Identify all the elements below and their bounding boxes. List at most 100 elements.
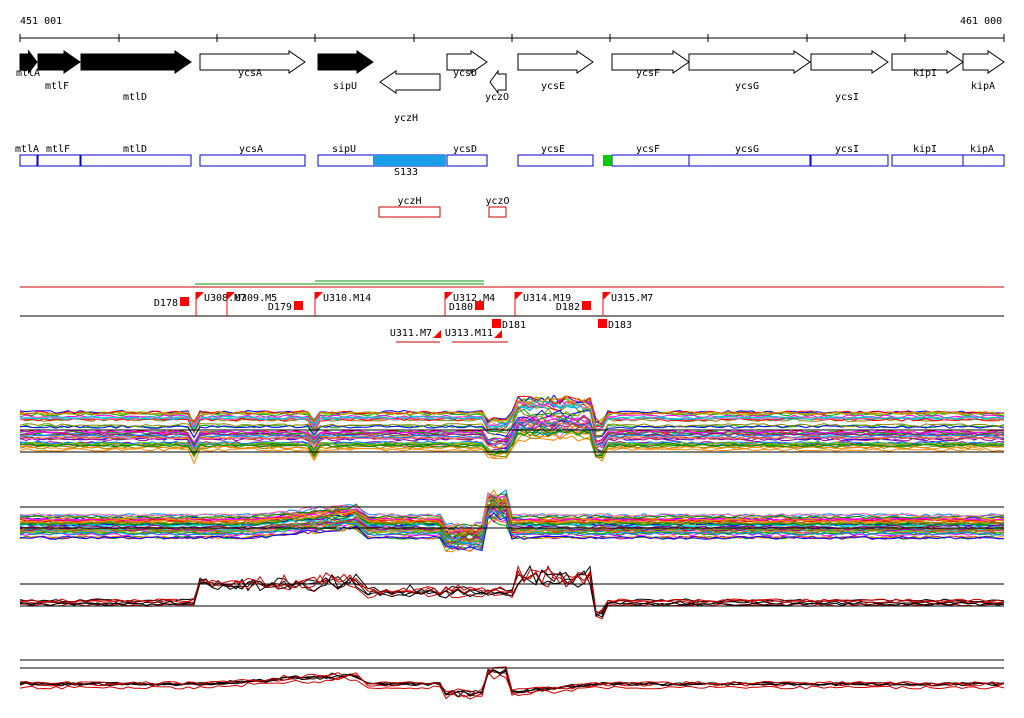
feature-flag	[315, 292, 323, 300]
highlight-region	[373, 155, 445, 166]
annotation-box	[962, 154, 1005, 167]
feature-flag	[196, 292, 204, 300]
gene-arrow	[489, 69, 507, 95]
feature-marker	[180, 297, 189, 306]
gene-label: kipI	[913, 68, 937, 79]
feature-label: U315.M7	[611, 293, 653, 304]
gene-label: yczH	[394, 113, 418, 124]
profile-line	[19, 495, 1005, 537]
annotation-box	[80, 154, 192, 167]
annotation-label: ycsI	[835, 144, 859, 155]
profile-line	[19, 395, 1005, 426]
annotation-box-reverse	[378, 206, 441, 218]
feature-label: D179	[268, 302, 292, 313]
annotation-label: ycsE	[541, 144, 565, 155]
gene-track: mtlA mtlF mtlD ycsA sipU yczH ycsD yczO ycsE ycsF…	[16, 49, 1005, 124]
profile-line	[19, 666, 1005, 694]
annotation-track: mtlA mtlF mtlD ycsA sipU ycsD ycsE ycsF ycsG ycsI…	[15, 144, 1005, 218]
annotation-label: kipI	[913, 144, 937, 155]
feature-label: D178	[154, 298, 178, 309]
annotation-box	[199, 154, 306, 167]
gene-label: yczO	[485, 92, 509, 103]
gene-arrow	[199, 50, 306, 74]
profile-line	[19, 570, 1005, 617]
feature-flag	[494, 330, 502, 338]
profile-line	[19, 499, 1005, 542]
gene-label: sipU	[333, 81, 357, 92]
profile-line	[19, 492, 1005, 529]
profile-line	[19, 497, 1005, 532]
gene-label: mtlD	[123, 92, 147, 103]
gene-arrow	[80, 50, 192, 74]
gene-label: mtlF	[45, 81, 69, 92]
profile-line	[19, 511, 1004, 549]
gene-label: ycsD	[453, 68, 477, 79]
profile-line	[19, 400, 1005, 432]
gene-label: ycsE	[541, 81, 565, 92]
gene-arrow	[962, 50, 1005, 74]
feature-flag	[433, 330, 441, 338]
feature-marker	[475, 301, 484, 310]
profile-line	[19, 401, 1005, 434]
profile-line	[20, 431, 1005, 462]
feature-flag	[227, 292, 235, 300]
profile-line	[19, 400, 1005, 431]
feature-label: D181	[502, 320, 526, 331]
profile-line	[19, 429, 1005, 459]
profile-line	[19, 565, 1005, 615]
gene-label: ycsA	[238, 68, 262, 79]
annotation-label: mtlA	[15, 144, 39, 155]
profile-line	[19, 405, 1005, 438]
profile-line	[19, 409, 1005, 439]
annotation-label: yczH	[397, 196, 421, 207]
annotation-label: mtlD	[123, 144, 147, 155]
coord-end-label: 461 000	[960, 16, 1002, 27]
profile-line	[19, 517, 1005, 553]
annotation-box	[19, 154, 38, 167]
feature-marker	[294, 301, 303, 310]
profile-line	[19, 495, 1005, 539]
gene-arrow	[446, 50, 488, 74]
feature-label: D180	[449, 302, 473, 313]
highlight-label: S133	[394, 167, 418, 178]
feature-flag	[515, 292, 523, 300]
profile-line	[19, 670, 1005, 700]
profile-line	[19, 430, 1005, 458]
gene-label: mtlA	[16, 68, 40, 79]
feature-label: U313.M11	[445, 328, 493, 339]
annotation-label: ycsA	[239, 144, 263, 155]
annotation-label: sipU	[332, 144, 356, 155]
gene-label: ycsG	[735, 81, 759, 92]
gene-arrow	[37, 50, 81, 74]
profile-line	[19, 418, 1005, 450]
annotation-label: kipA	[970, 144, 994, 155]
annotation-box	[446, 154, 488, 167]
feature-label: U311.M7	[390, 328, 432, 339]
feature-label: D182	[556, 302, 580, 313]
gene-arrow	[688, 50, 811, 74]
profile-line	[19, 491, 1005, 531]
gene-arrow	[891, 50, 964, 74]
gene-arrow	[317, 50, 374, 74]
annotation-label: mtlF	[46, 144, 70, 155]
feature-marker	[582, 301, 591, 310]
annotation-box-reverse	[488, 206, 507, 218]
annotation-box	[688, 154, 811, 167]
feature-label: U312.M4	[453, 293, 495, 304]
gene-label: kipA	[971, 81, 995, 92]
feature-label: D183	[608, 320, 632, 331]
profile-line	[19, 512, 1005, 552]
gene-arrow	[810, 50, 889, 74]
annotation-label: ycsF	[636, 144, 660, 155]
feature-marker	[598, 319, 607, 328]
gene-arrow	[379, 70, 441, 94]
annotation-label: yczO	[485, 196, 509, 207]
feature-label: U309.M5	[235, 293, 277, 304]
profile-line	[19, 569, 1005, 618]
annotation-box	[517, 154, 594, 167]
annotation-label: ycsG	[735, 144, 759, 155]
annotation-label: ycsD	[453, 144, 477, 155]
gene-arrow	[19, 49, 38, 75]
